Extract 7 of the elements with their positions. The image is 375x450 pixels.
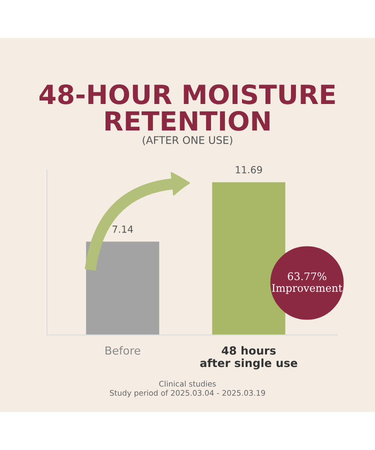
data-label: 11.69 bbox=[236, 166, 262, 174]
data-label: 7.14 bbox=[112, 226, 133, 233]
annotation: 63.77% Improvement bbox=[272, 272, 342, 294]
chart-subtitle: (AFTER ONE USE) bbox=[142, 136, 232, 146]
x-tick-label: 48 hours after single use bbox=[200, 346, 298, 370]
chart-title: 48-HOUR MOISTURE RETENTION bbox=[39, 84, 335, 131]
x-tick-label: Before bbox=[106, 346, 140, 355]
